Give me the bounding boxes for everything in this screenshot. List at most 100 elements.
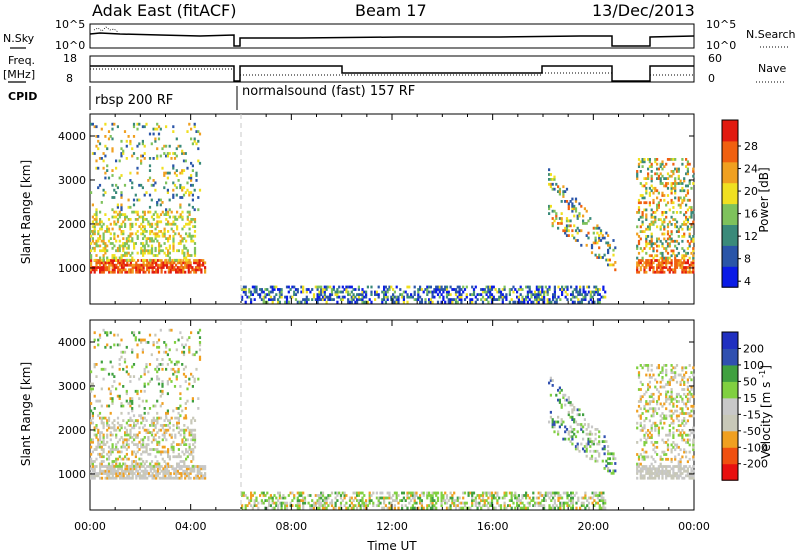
data-cell	[161, 358, 164, 361]
data-cell	[557, 506, 560, 510]
data-cell	[681, 182, 684, 185]
data-cell	[320, 298, 323, 301]
data-cell	[127, 205, 130, 209]
data-cell	[129, 225, 132, 228]
data-cell	[637, 201, 641, 205]
data-cell	[665, 390, 668, 394]
data-cell	[569, 415, 572, 419]
data-cell	[122, 213, 125, 216]
data-cell	[100, 404, 103, 408]
data-cell	[152, 341, 155, 344]
data-cell	[106, 464, 109, 468]
data-cell	[636, 270, 639, 274]
data-cell	[159, 203, 162, 207]
data-cell	[428, 300, 431, 304]
data-cell	[665, 472, 668, 475]
data-cell	[379, 496, 382, 500]
data-cell	[197, 130, 200, 133]
data-cell	[555, 300, 558, 304]
data-cell	[167, 220, 170, 224]
data-cell	[666, 194, 670, 197]
data-cell	[172, 220, 175, 224]
data-cell	[657, 431, 660, 435]
data-cell	[686, 419, 689, 423]
data-cell	[401, 504, 404, 507]
data-cell	[447, 506, 450, 510]
data-cell	[163, 424, 166, 427]
data-cell	[679, 225, 682, 229]
data-cell	[648, 254, 651, 258]
data-cell	[654, 189, 657, 193]
data-cell	[175, 363, 178, 366]
data-cell	[672, 186, 675, 190]
data-cell	[548, 300, 551, 304]
data-cell	[136, 213, 139, 216]
data-cell	[166, 263, 169, 267]
data-cell	[674, 472, 677, 475]
data-cell	[91, 239, 94, 243]
data-cell	[107, 227, 111, 231]
data-cell	[672, 366, 675, 370]
data-cell	[652, 256, 655, 260]
data-cell	[136, 144, 139, 148]
data-cell	[647, 227, 650, 231]
data-cell	[639, 364, 642, 367]
data-cell	[490, 293, 494, 296]
data-cell	[656, 162, 659, 166]
data-cell	[134, 443, 137, 446]
data-cell	[106, 472, 109, 475]
data-cell	[686, 225, 689, 229]
data-cell	[688, 270, 691, 274]
data-cell	[118, 256, 121, 260]
data-cell	[131, 399, 134, 403]
data-cell	[90, 462, 93, 466]
data-cell	[460, 293, 463, 296]
data-cell	[350, 298, 353, 301]
data-cell	[167, 448, 170, 451]
data-cell	[106, 333, 109, 337]
data-cell	[181, 249, 184, 253]
data-cell	[165, 438, 168, 442]
data-cell	[195, 350, 198, 354]
data-cell	[154, 433, 157, 437]
data-cell	[178, 261, 181, 265]
data-cell	[266, 499, 269, 502]
data-cell	[388, 501, 391, 505]
data-cell	[185, 467, 189, 471]
data-cell	[386, 295, 389, 299]
data-cell	[188, 258, 191, 262]
data-cell	[202, 261, 205, 265]
data-cell	[193, 259, 196, 262]
data-cell	[167, 428, 170, 432]
data-cell	[681, 254, 684, 258]
data-cell	[654, 385, 657, 389]
data-cell	[386, 298, 389, 301]
data-cell	[661, 417, 664, 420]
data-cell	[178, 472, 181, 475]
data-cell	[176, 462, 179, 466]
data-cell	[679, 206, 682, 209]
data-cell	[248, 295, 251, 299]
data-cell	[548, 298, 551, 301]
data-cell	[683, 213, 686, 217]
data-cell	[692, 438, 695, 442]
data-cell	[192, 436, 195, 439]
data-cell	[685, 203, 688, 207]
data-cell	[143, 144, 146, 148]
data-cell	[555, 212, 558, 215]
data-cell	[305, 288, 308, 291]
data-cell	[153, 270, 156, 274]
data-cell	[647, 172, 650, 176]
data-cell	[643, 467, 646, 471]
data-cell	[182, 465, 185, 468]
data-cell	[132, 363, 136, 366]
data-cell	[325, 501, 328, 505]
data-cell	[168, 234, 171, 238]
data-cell	[645, 208, 648, 212]
data-cell	[393, 290, 396, 294]
data-cell	[186, 166, 189, 170]
data-cell	[111, 227, 114, 231]
data-cell	[156, 127, 159, 131]
data-cell	[406, 300, 409, 304]
data-cell	[172, 440, 175, 444]
